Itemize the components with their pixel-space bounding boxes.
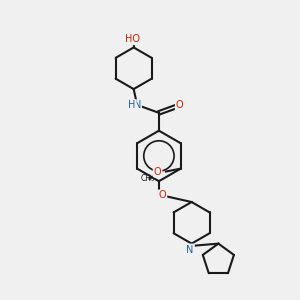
Text: H: H [128,100,136,110]
Text: HO: HO [125,34,140,44]
Text: N: N [186,244,194,255]
Text: O: O [154,167,161,176]
Text: O: O [176,100,184,110]
Text: CH₃: CH₃ [141,175,155,184]
Text: O: O [159,190,166,200]
Text: N: N [134,100,141,110]
